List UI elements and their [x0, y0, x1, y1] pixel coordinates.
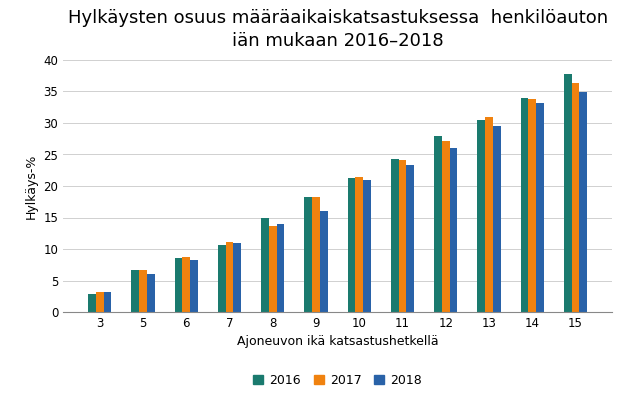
Bar — [528, 99, 536, 312]
Bar — [579, 92, 587, 312]
Bar — [269, 226, 276, 312]
Bar — [147, 274, 155, 312]
Bar — [493, 126, 500, 312]
Bar — [320, 210, 327, 312]
Title: Hylkäysten osuus määräaikaiskatsastuksessa  henkilöauton
iän mukaan 2016–2018: Hylkäysten osuus määräaikaiskatsastukses… — [68, 8, 608, 50]
Bar — [450, 148, 457, 312]
Bar — [139, 270, 147, 312]
X-axis label: Ajoneuvon ikä katsastushetkellä: Ajoneuvon ikä katsastushetkellä — [237, 336, 439, 348]
Bar — [131, 270, 139, 312]
Bar — [175, 258, 182, 312]
Bar — [355, 177, 363, 312]
Bar — [190, 260, 198, 312]
Bar — [406, 164, 414, 312]
Bar — [572, 83, 579, 312]
Bar — [348, 178, 355, 312]
Bar — [363, 180, 371, 312]
Bar — [225, 242, 233, 312]
Bar — [304, 197, 312, 312]
Bar — [103, 292, 112, 312]
Bar — [88, 294, 96, 312]
Bar — [563, 74, 572, 312]
Bar — [536, 104, 544, 312]
Bar — [233, 243, 241, 312]
Bar — [521, 98, 528, 312]
Bar — [312, 197, 320, 312]
Bar — [261, 218, 269, 312]
Bar — [218, 245, 225, 312]
Bar — [96, 292, 103, 312]
Bar — [434, 136, 442, 312]
Y-axis label: Hylkäys-%: Hylkäys-% — [25, 153, 38, 219]
Bar — [276, 224, 285, 312]
Bar — [477, 120, 485, 312]
Bar — [485, 117, 493, 312]
Bar — [182, 256, 190, 312]
Bar — [399, 160, 406, 312]
Bar — [442, 141, 450, 312]
Legend: 2016, 2017, 2018: 2016, 2017, 2018 — [248, 369, 427, 392]
Bar — [391, 159, 399, 312]
